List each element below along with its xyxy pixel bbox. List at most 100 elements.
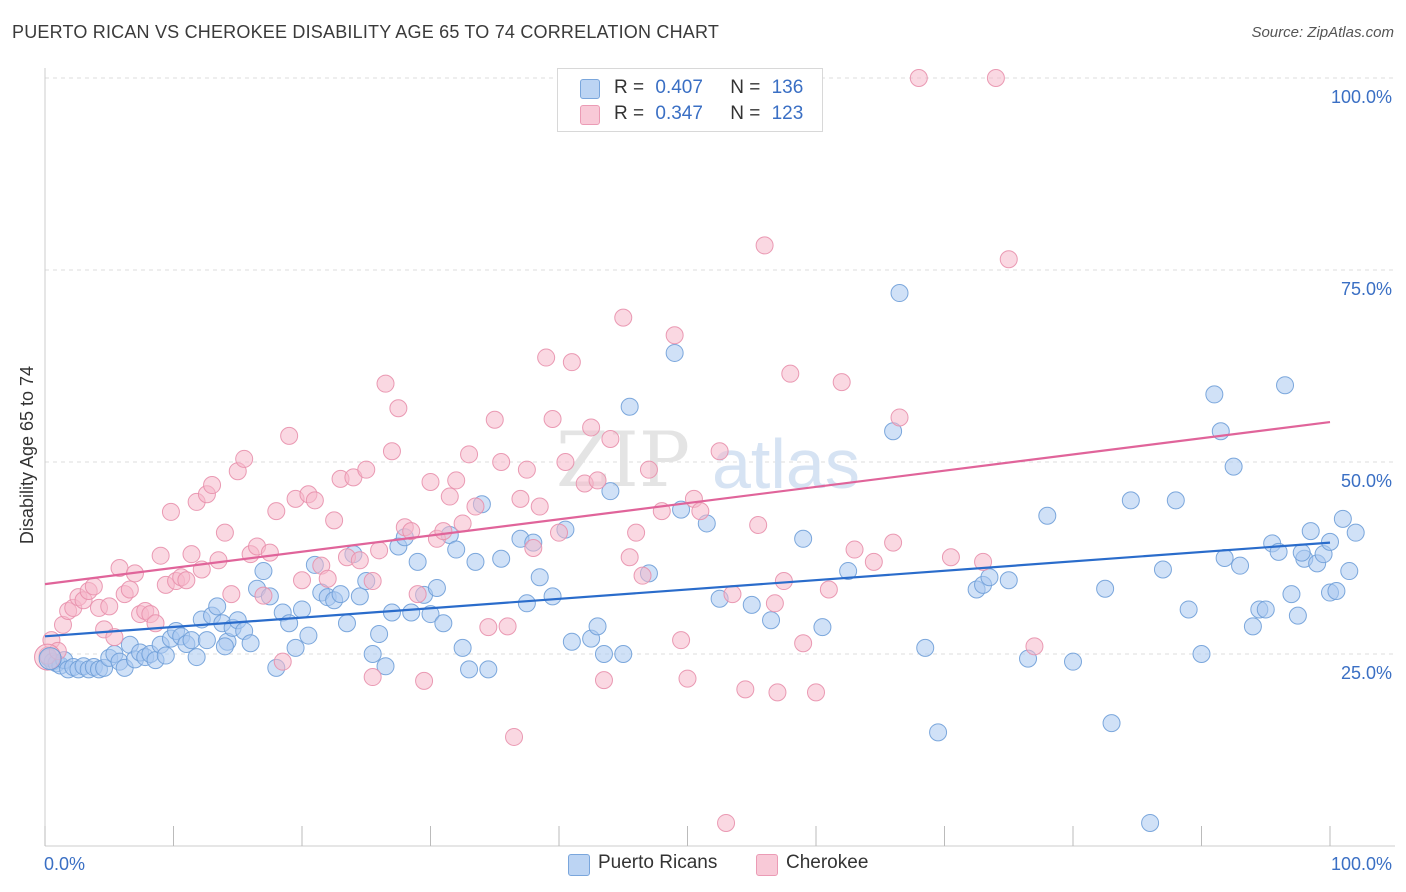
cherokee-point bbox=[537, 348, 556, 367]
puerto-ricans-point bbox=[187, 648, 206, 667]
puerto-ricans-point bbox=[1276, 376, 1295, 395]
cherokee-point bbox=[556, 453, 575, 471]
puerto-ricans-point bbox=[460, 660, 479, 679]
cherokee-point bbox=[280, 426, 299, 445]
puerto-ricans-point bbox=[241, 634, 260, 653]
chart-title: PUERTO RICAN VS CHEROKEE DISABILITY AGE … bbox=[12, 22, 720, 42]
puerto-ricans-point bbox=[562, 632, 581, 651]
puerto-ricans-point bbox=[1038, 506, 1057, 525]
cherokee-point bbox=[749, 515, 768, 534]
puerto-ricans-point bbox=[453, 638, 472, 657]
puerto-ricans-point bbox=[665, 343, 684, 362]
trend-layer bbox=[44, 420, 1331, 638]
puerto-ricans-point bbox=[813, 618, 832, 637]
puerto-ricans-point bbox=[1179, 600, 1198, 619]
puerto-ricans-point bbox=[1256, 600, 1275, 619]
puerto-ricans-point bbox=[299, 626, 318, 645]
puerto-ricans-point bbox=[1215, 549, 1234, 567]
legend-r-label: R = bbox=[614, 77, 645, 98]
cherokee-point bbox=[974, 552, 993, 571]
cherokee-point bbox=[498, 617, 517, 636]
puerto-ricans-point bbox=[402, 603, 421, 622]
cherokee-point bbox=[672, 631, 691, 650]
cherokee-point bbox=[864, 552, 883, 571]
puerto-ricans-point bbox=[1301, 522, 1320, 541]
puerto-ricans-point bbox=[215, 637, 234, 656]
cherokee-point bbox=[755, 236, 774, 255]
watermark-zip: ZIP bbox=[556, 415, 690, 504]
cherokee-point bbox=[305, 491, 324, 510]
cherokee-point bbox=[588, 471, 607, 490]
cherokee-point bbox=[765, 594, 784, 613]
puerto-ricans-point bbox=[601, 482, 620, 501]
y-tick-label: 100.0% bbox=[1331, 87, 1392, 107]
cherokee-point bbox=[408, 585, 427, 604]
puerto-ricans-point bbox=[254, 562, 273, 581]
puerto-ricans-point bbox=[492, 549, 511, 568]
legend-n-value: 136 bbox=[771, 77, 804, 98]
cherokee-point bbox=[909, 69, 928, 87]
puerto-ricans-point bbox=[156, 646, 175, 665]
puerto-ricans-point bbox=[1102, 714, 1121, 733]
cherokee-point bbox=[402, 522, 421, 541]
bottom-legend-label: Puerto Ricans bbox=[598, 852, 718, 873]
cherokee-point bbox=[260, 543, 279, 562]
puerto-ricans-point bbox=[1121, 491, 1140, 510]
puerto-ricans-point bbox=[1205, 385, 1224, 404]
cherokee-point bbox=[363, 572, 382, 591]
cherokee-point bbox=[627, 523, 646, 542]
puerto-ricans-point bbox=[890, 284, 909, 303]
cherokee-point bbox=[350, 551, 369, 570]
legend-r-value: 0.347 bbox=[655, 103, 703, 124]
puerto-ricans-point bbox=[839, 562, 858, 581]
puerto-ricans-point bbox=[434, 614, 453, 633]
cherokee-point bbox=[466, 497, 485, 516]
puerto-ricans-point bbox=[427, 578, 446, 597]
cherokee-point bbox=[524, 539, 543, 558]
puerto-ricans-point bbox=[370, 625, 389, 644]
cherokee-point bbox=[511, 489, 530, 508]
puerto-ricans-point bbox=[1292, 543, 1311, 562]
cherokee-point bbox=[582, 418, 601, 437]
bottom-legend-swatch-pink bbox=[756, 854, 778, 876]
cherokee-point bbox=[235, 449, 254, 468]
puerto-ricans-point bbox=[331, 585, 350, 604]
cherokee-point bbox=[768, 683, 787, 702]
puerto-ricans-point bbox=[999, 571, 1018, 590]
puerto-ricans-point bbox=[1192, 645, 1211, 663]
cherokee-point bbox=[639, 460, 658, 479]
puerto-ricans-point-cluster bbox=[38, 647, 62, 671]
cherokee-point bbox=[691, 502, 710, 521]
legend-r-label: R = bbox=[614, 103, 645, 124]
cherokee-point bbox=[601, 429, 620, 448]
puerto-ricans-point bbox=[182, 631, 201, 650]
cherokee-point bbox=[376, 374, 395, 393]
cherokee-point bbox=[421, 472, 440, 491]
cherokee-point bbox=[357, 460, 376, 479]
puerto-ricans-point bbox=[594, 645, 613, 663]
cherokee-point bbox=[530, 497, 549, 516]
legend-swatch-pink bbox=[580, 105, 600, 125]
puerto-ricans-point bbox=[1327, 582, 1346, 601]
cherokee-point bbox=[485, 410, 504, 429]
cherokee-point bbox=[614, 308, 633, 327]
cherokee-point bbox=[389, 399, 408, 418]
cherokee-point bbox=[177, 571, 196, 590]
puerto-ricans-point bbox=[197, 631, 216, 650]
puerto-ricans-point bbox=[1333, 509, 1352, 528]
watermark: ZIP atlas bbox=[556, 415, 860, 504]
cherokee-point bbox=[794, 634, 813, 653]
cherokee-point bbox=[325, 511, 344, 530]
cherokee-point bbox=[550, 523, 568, 542]
cherokee-point bbox=[543, 409, 562, 428]
puerto-ricans-point bbox=[530, 568, 549, 587]
y-tick-label: 25.0% bbox=[1341, 663, 1392, 683]
chart-source: Source: ZipAtlas.com bbox=[1251, 24, 1394, 41]
puerto-ricans-point bbox=[447, 540, 466, 559]
puerto-ricans-point bbox=[293, 600, 311, 619]
cherokee-point bbox=[293, 571, 311, 590]
puerto-ricans-point bbox=[1243, 617, 1262, 636]
cherokee-point bbox=[633, 566, 652, 585]
puerto-ricans-point bbox=[1224, 457, 1243, 476]
puerto-ricans-point bbox=[376, 657, 395, 676]
